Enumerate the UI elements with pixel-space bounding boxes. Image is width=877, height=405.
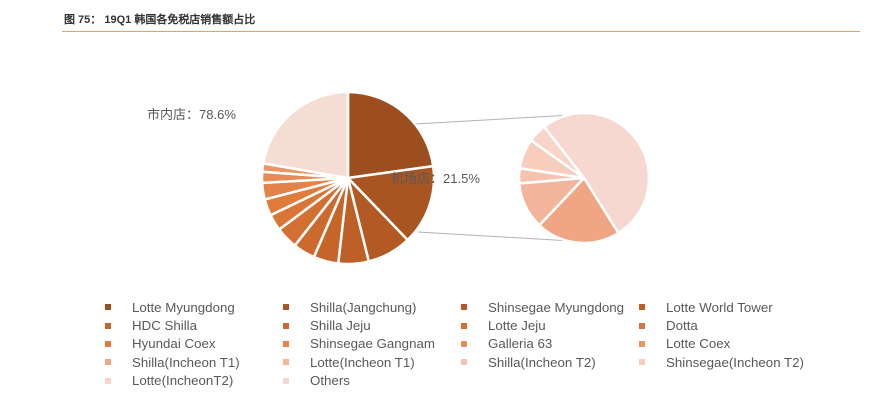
legend-label: Shilla(Incheon T1) (132, 354, 240, 370)
legend-item-lotte-world-tower: Lotte World Tower (634, 298, 812, 316)
label-city-store: 市内店：78.6% (147, 107, 236, 122)
pie-connectors (414, 114, 573, 242)
legend-label: Others (310, 373, 350, 389)
legend-swatch (105, 359, 111, 366)
legend-swatch (283, 322, 289, 329)
connector-line-top (414, 114, 573, 125)
legend-item-dotta: Dotta (634, 316, 812, 334)
secondary-pie-slice-shilla-incheon-t1 (538, 176, 620, 245)
legend-swatch (461, 304, 467, 311)
legend-swatch (105, 322, 111, 329)
legend-item-lotte-myungdong: Lotte Myungdong (100, 298, 278, 316)
label-airport-store: 机场店：21.5% (391, 171, 480, 186)
secondary-pie-slice-lotte-incheont2 (529, 125, 586, 180)
legend-label: Shinsegae Myungdong (488, 299, 625, 315)
legend-label: Lotte World Tower (666, 299, 773, 315)
legend-swatch (639, 322, 645, 329)
legend-item-shinsegae-gangnam: Shinsegae Gangnam (278, 335, 456, 353)
legend-label: Lotte(Incheon T1) (310, 354, 415, 370)
main-pie-slice-others-airport (262, 90, 350, 180)
legend-item-shinsegae-incheon-t2: Shinsegae(Incheon T2) (634, 353, 812, 371)
legend-item-shilla-incheon-t1: Shilla(Incheon T1) (100, 353, 278, 371)
legend-swatch (283, 304, 289, 311)
legend-swatch (639, 340, 645, 347)
legend-item-others: Others (278, 372, 456, 390)
main-pie (260, 90, 436, 266)
connector-line-bottom (417, 231, 573, 242)
legend-swatch (639, 304, 645, 311)
legend-label: HDC Shilla (132, 318, 198, 334)
legend-swatch (105, 377, 111, 384)
legend-item-hyundai-coex: Hyundai Coex (100, 335, 278, 353)
label-airport-store-value: 21.5% (443, 171, 480, 186)
legend-swatch (105, 340, 111, 347)
legend-label: Lotte Myungdong (132, 299, 235, 315)
legend-label: Shilla(Jangchung) (310, 299, 417, 315)
legend-item-lotte-jeju: Lotte Jeju (456, 316, 634, 334)
legend-label: Dotta (666, 318, 698, 334)
legend-item-hdc-shilla: HDC Shilla (100, 316, 278, 334)
legend-item-lotte-coex: Lotte Coex (634, 335, 812, 353)
label-airport-store-name: 机场店 (391, 171, 430, 186)
legend-swatch (461, 322, 467, 329)
legend-swatch (283, 359, 289, 366)
legend-swatch (461, 359, 467, 366)
legend-label: Lotte(IncheonT2) (132, 373, 234, 389)
label-city-store-name: 市内店 (147, 107, 186, 122)
legend-swatch (639, 359, 645, 366)
legend-item-galleria-63: Galleria 63 (456, 335, 634, 353)
legend-label: Shinsegae(Incheon T2) (666, 354, 804, 370)
chart-legend: Lotte Myungdong Shilla(Jangchung) Shinsega… (100, 298, 840, 390)
legend-swatch (461, 340, 467, 347)
pie-of-pie-chart: 市内店：78.6% 机场店：21.5% (147, 90, 651, 266)
main-pie-slice-lotte-myungdong (346, 90, 435, 180)
legend-label: Shilla(Incheon T2) (488, 354, 596, 370)
legend-swatch (283, 377, 289, 384)
legend-label: Shinsegae Gangnam (310, 336, 435, 352)
legend-item-shilla-incheon-t2: Shilla(Incheon T2) (456, 353, 634, 371)
title-divider (62, 31, 860, 32)
secondary-pie-slice-others (542, 111, 651, 235)
main-pie-slice-shilla-jangchung (346, 164, 436, 242)
legend-item-shinsegae-myungdong: Shinsegae Myungdong (456, 298, 634, 316)
legend-label: Lotte Jeju (488, 318, 546, 334)
legend-label: Galleria 63 (488, 336, 553, 352)
label-city-store-value: 78.6% (199, 107, 236, 122)
secondary-pie (517, 111, 651, 245)
legend-item-shilla-jeju: Shilla Jeju (278, 316, 456, 334)
legend-item-lotte-incheont2: Lotte(IncheonT2) (100, 372, 278, 390)
legend-label: Lotte Coex (666, 336, 731, 352)
legend-label: Hyundai Coex (132, 336, 216, 352)
legend-label: Shilla Jeju (310, 318, 371, 334)
figure-title: 图 75： 19Q1 韩国各免税店销售额占比 (64, 14, 256, 26)
legend-swatch (283, 340, 289, 347)
legend-swatch (105, 304, 111, 311)
legend-item-shilla-jangchung: Shilla(Jangchung) (278, 298, 456, 316)
legend-item-lotte-incheon-t1: Lotte(Incheon T1) (278, 353, 456, 371)
